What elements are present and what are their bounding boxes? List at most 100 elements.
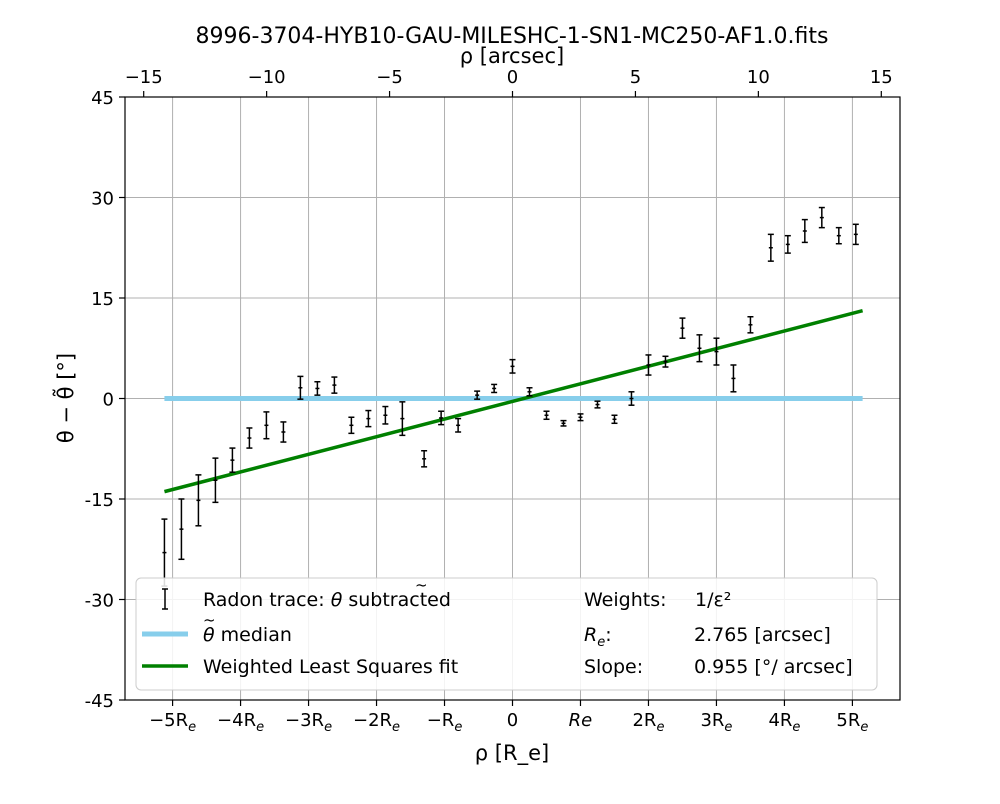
data-point [835, 226, 842, 245]
x-tick-label-text: −3R [285, 710, 324, 731]
x-tick-label-text: −2R [353, 710, 392, 731]
legend-info-value: 1/ε² [695, 589, 731, 611]
x-tick-label-sub: e [656, 720, 664, 735]
chart-title: 8996-3704-HYB10-GAU-MILESHC-1-SN1-MC250-… [196, 24, 829, 49]
data-point [526, 387, 533, 397]
top-x-tick-label: 5 [630, 67, 641, 88]
data-point [509, 358, 516, 374]
legend-entry: θ median~ [142, 611, 292, 646]
legend-info-key: Weights: [584, 589, 667, 611]
legend-info-key-text: Weights: [584, 589, 667, 611]
legend-info-key-suffix: : [605, 624, 611, 646]
x-tick-label: −5Re [149, 710, 196, 735]
legend-theta-tilde: θ [331, 589, 343, 611]
x-tick-label-sub: e [188, 720, 196, 735]
data-point [421, 450, 428, 468]
data-point [212, 457, 219, 504]
data-point [784, 234, 791, 254]
legend-info-key-text: R [584, 624, 597, 646]
data-point [818, 206, 825, 229]
x-tick-label-text: −R [427, 710, 455, 731]
y-tick-label: 15 [91, 289, 114, 310]
x-tick-label: 2Re [632, 710, 664, 735]
legend-tilde: ~ [203, 611, 216, 629]
top-x-tick-label: 10 [747, 67, 770, 88]
data-point [491, 383, 498, 394]
data-point [611, 414, 618, 425]
top-x-tick-label: −10 [248, 67, 286, 88]
y-tick-label: -30 [85, 591, 114, 612]
x-tick-label: −Re [427, 710, 463, 735]
y-tick-label: 0 [103, 390, 114, 411]
legend-info-key: Slope: [584, 656, 643, 678]
data-point [314, 381, 321, 396]
top-x-axis-label: ρ [arcsec] [460, 44, 564, 68]
data-point [331, 376, 338, 394]
legend-info-value: 0.955 [°/ arcsec] [694, 656, 853, 678]
x-tick-label: 0 [507, 710, 518, 731]
x-tick-label-text: −5R [149, 710, 188, 731]
data-point [747, 316, 754, 334]
x-tick-label: 3Re [700, 710, 732, 735]
data-point [438, 410, 445, 426]
data-point [474, 390, 481, 400]
x-tick-label-sub: e [392, 720, 400, 735]
data-point [543, 410, 550, 421]
data-point [801, 218, 808, 244]
data-point [767, 233, 774, 262]
y-tick-label: 45 [91, 88, 114, 109]
x-tick-label: −3Re [285, 710, 332, 735]
x-tick-label-text: 0 [507, 710, 518, 731]
x-tick-label: Re [569, 710, 593, 731]
data-point [348, 416, 355, 435]
legend-label-suffix: median [215, 624, 292, 646]
data-point [852, 223, 859, 246]
legend-info-key-text: Slope: [584, 656, 643, 678]
legend-info-key-sub: e [597, 635, 605, 650]
data-point [365, 409, 372, 428]
top-x-tick-label: 15 [870, 67, 893, 88]
data-point [679, 317, 686, 339]
data-point [645, 354, 652, 376]
y-tick-label: -15 [85, 490, 114, 511]
top-x-tick-label: 0 [507, 67, 518, 88]
data-point [178, 498, 185, 561]
top-x-tick-label: −5 [376, 67, 403, 88]
x-tick-label-text: 4R [768, 710, 792, 731]
data-point [560, 419, 567, 427]
legend: Radon trace: θ subtracted~θ median~Weigh… [135, 576, 878, 691]
x-tick-label-sub: e [860, 720, 868, 735]
legend-label: Radon trace: θ subtracted [203, 589, 451, 611]
data-point [594, 400, 601, 409]
legend-tilde: ~ [415, 576, 428, 594]
data-point [696, 334, 703, 363]
legend-label: θ median [203, 624, 292, 646]
data-point [577, 413, 584, 422]
x-axis-label: ρ [R_e] [475, 741, 549, 766]
legend-info-key: Re: [584, 624, 612, 650]
x-tick-label-text: −4R [217, 710, 256, 731]
plot-area [161, 206, 864, 587]
legend-box [135, 577, 878, 691]
legend-info-value: 2.765 [arcsec] [694, 624, 831, 646]
legend-theta-tilde: θ [203, 624, 215, 646]
legend-label: Weighted Least Squares fit [203, 656, 458, 678]
x-tick-label-sub: e [324, 720, 332, 735]
legend-label-prefix: Weighted Least Squares fit [203, 656, 458, 678]
y-tick-label: -45 [85, 691, 114, 712]
x-tick-label: 5Re [836, 710, 868, 735]
y-tick-label: 30 [91, 189, 114, 210]
data-point [246, 427, 253, 449]
legend-entry: Weighted Least Squares fit [142, 656, 458, 678]
x-tick-label: 4Re [768, 710, 800, 735]
data-point [382, 405, 389, 425]
data-point [730, 364, 737, 393]
x-tick-label-text: 3R [700, 710, 724, 731]
x-tick-label-text: Re [569, 710, 593, 731]
x-tick-label: −2Re [353, 710, 400, 735]
data-point [662, 355, 669, 368]
legend-entry: Radon trace: θ subtracted~ [162, 576, 451, 611]
top-x-tick-label: −15 [125, 67, 163, 88]
data-point [263, 411, 270, 440]
